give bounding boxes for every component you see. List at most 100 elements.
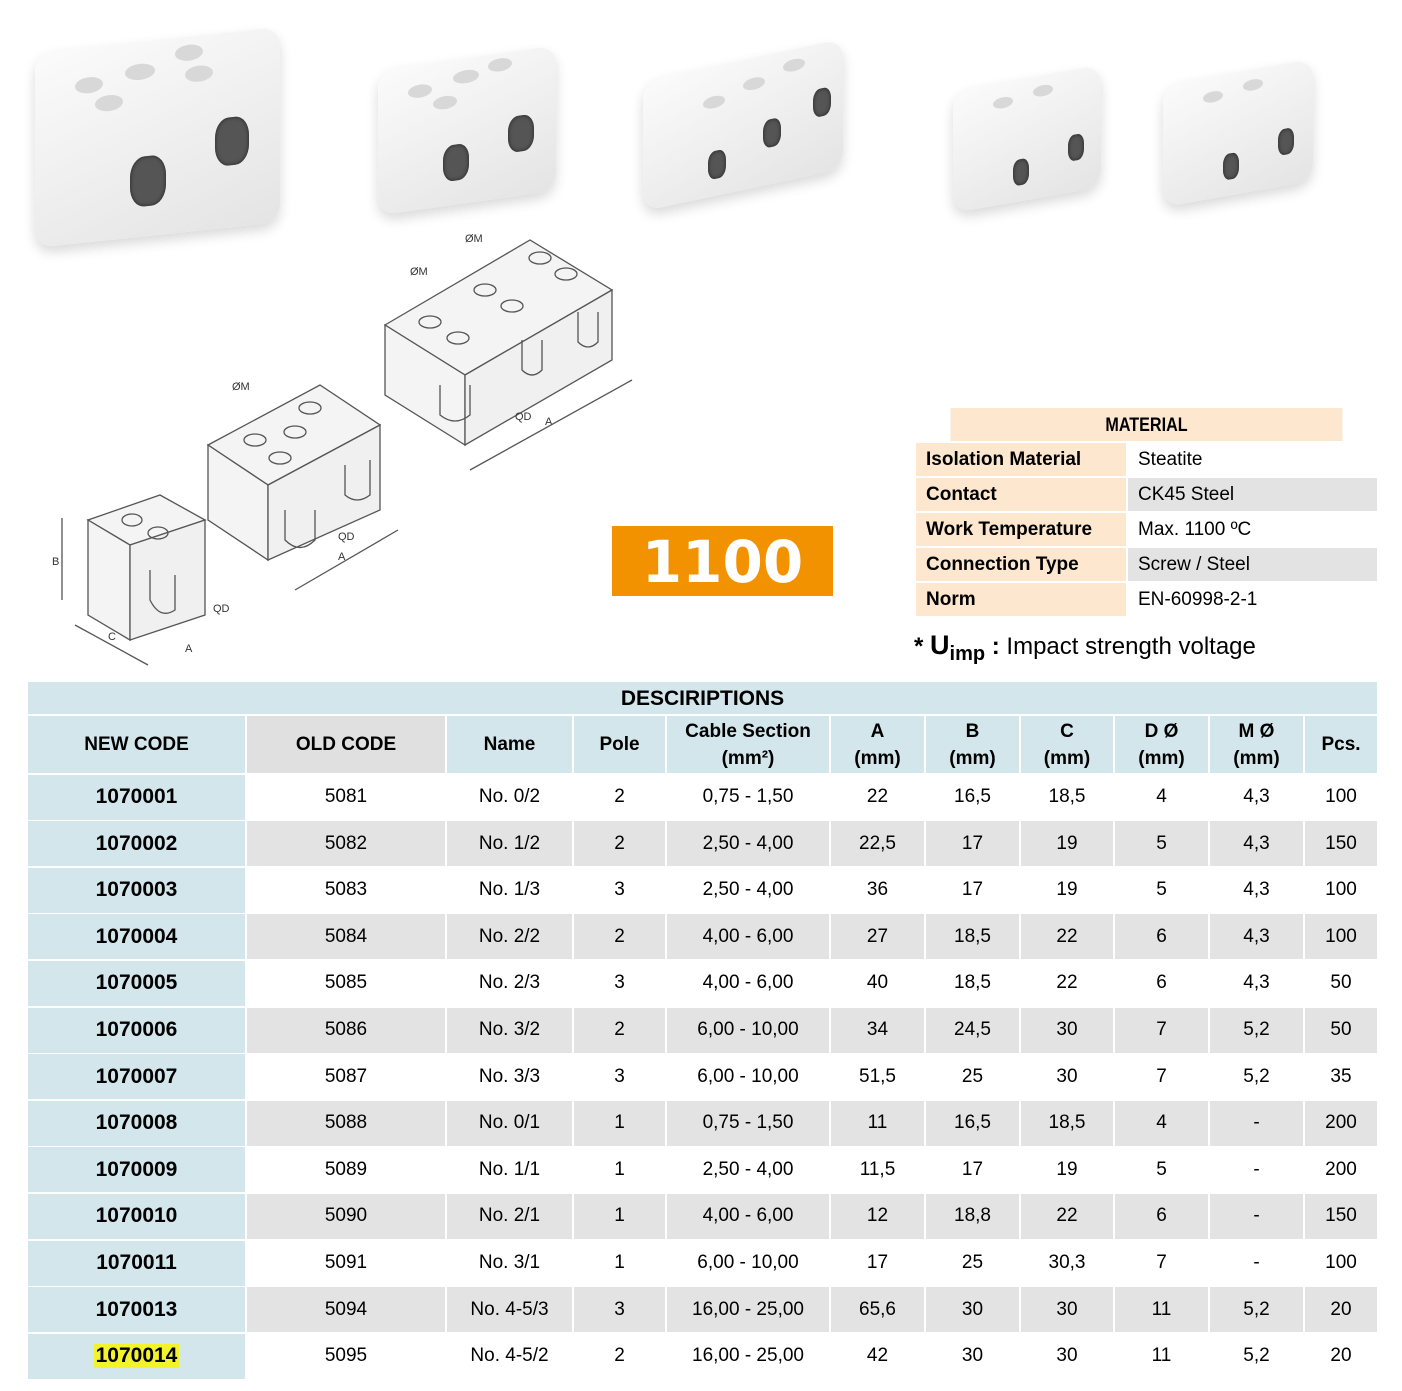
table-cell: 5083 (247, 868, 445, 913)
table-cell: 5 (1115, 868, 1208, 913)
drawing-1-pole: B C A QD (52, 494, 230, 666)
cell-text: 5,2 (1243, 1065, 1270, 1087)
table-row: 1070003 5083 No. 1/3 3 2,50 - 4,00 36 17 19 5 4,3… (28, 867, 1377, 913)
table-cell: 50 (1305, 1007, 1377, 1053)
dim-label-a: A (545, 416, 553, 428)
cell-text: 1 (614, 1205, 625, 1227)
table-cell: 5 (1115, 1147, 1208, 1192)
cell-text: 5083 (324, 879, 368, 901)
table-cell: 30 (1021, 1007, 1113, 1053)
temperature-badge: 1100 °C (612, 526, 833, 668)
table-cell: 5095 (247, 1334, 445, 1379)
cell-text: 22 (866, 786, 889, 808)
table-cell: 22 (1021, 961, 1113, 1006)
table-cell: 5 (1115, 821, 1208, 867)
new-code-cell: 1070003 (28, 867, 245, 913)
table-cell: 4,3 (1210, 821, 1303, 867)
material-value: CK45 Steel (1128, 478, 1377, 511)
table-cell: 3 (574, 1287, 665, 1333)
table-row: 1070014 5095 No. 4-5/2 2 16,00 - 25,00 42 30 30… (28, 1333, 1377, 1379)
table-cell: 200 (1305, 1100, 1377, 1146)
table-cell: No. 2/2 (447, 914, 572, 960)
dim-label-m: ØM (410, 266, 428, 278)
cell-text: 1070010 (95, 1204, 178, 1228)
table-cell: 22 (831, 775, 924, 820)
table-cell: No. 3/2 (447, 1007, 572, 1053)
cell-text: 100 (1325, 1252, 1357, 1274)
new-code-cell: 1070009 (28, 1147, 245, 1193)
table-cell: 11 (831, 1100, 924, 1146)
cell-text: 16,00 - 25,00 (692, 1345, 804, 1367)
table-cell: 100 (1305, 775, 1377, 820)
material-row: Work Temperature Max. 1100 ºC (916, 513, 1377, 546)
cell-text: 5,2 (1243, 1298, 1270, 1320)
table-cell: 4,00 - 6,00 (667, 914, 829, 960)
cell-text: No. 4-5/3 (470, 1298, 549, 1320)
dim-label-b: B (52, 556, 59, 568)
cell-text: 5087 (324, 1065, 368, 1087)
table-cell: 4,3 (1210, 868, 1303, 913)
cell-text: 34 (866, 1019, 889, 1041)
cell-text: 7 (1156, 1065, 1167, 1087)
material-value: Screw / Steel (1128, 548, 1377, 581)
table-cell: 22,5 (831, 821, 924, 867)
cell-text: 25 (961, 1252, 984, 1274)
cell-text: 200 (1325, 1158, 1357, 1180)
material-value: EN-60998-2-1 (1138, 589, 1258, 610)
cell-text: No. 2/2 (478, 925, 541, 947)
column-header: B (mm) (926, 716, 1019, 773)
cell-text: 5085 (324, 972, 368, 994)
table-cell: 5,2 (1210, 1287, 1303, 1333)
dim-label-a: A (338, 551, 346, 563)
new-code-cell: 1070005 (28, 960, 245, 1006)
cell-text: 35 (1330, 1065, 1352, 1087)
cell-text: 30 (1056, 1345, 1078, 1367)
table-cell: 19 (1021, 1147, 1113, 1192)
cell-text: 5086 (324, 1019, 368, 1041)
table-row: 1070008 5088 No. 0/1 1 0,75 - 1,50 11 16,5 18,5… (28, 1100, 1377, 1146)
cell-text: 5090 (324, 1205, 368, 1227)
dim-label-qd: QD (515, 411, 532, 423)
new-code-cell: 1070006 (28, 1007, 245, 1053)
cell-text: 1070002 (95, 831, 178, 855)
table-cell: 7 (1115, 1007, 1208, 1053)
cell-text: 100 (1325, 786, 1357, 808)
cell-text: 22 (1056, 925, 1078, 947)
cell-text: 17 (961, 879, 984, 901)
note-u: U (930, 630, 950, 660)
cell-text: 30 (961, 1298, 984, 1320)
table-cell: 6 (1115, 1193, 1208, 1239)
cell-text: 2 (614, 786, 625, 808)
cell-text: 20 (1330, 1298, 1352, 1320)
table-cell: 150 (1305, 821, 1377, 867)
dim-label-m: ØM (465, 233, 483, 245)
note-sub: imp (949, 643, 986, 665)
cell-text: 1 (614, 1158, 625, 1180)
table-cell: 5087 (247, 1054, 445, 1099)
table-cell: No. 0/1 (447, 1100, 572, 1146)
table-cell: 5086 (247, 1007, 445, 1053)
table-cell: No. 3/3 (447, 1054, 572, 1099)
cell-text: 4,3 (1243, 786, 1270, 808)
cell-text: 1070008 (95, 1111, 178, 1135)
cell-text: 25 (961, 1065, 984, 1087)
cell-text: 4 (1156, 1112, 1167, 1134)
table-cell: 2 (574, 1334, 665, 1379)
drawing-2-pole: ØM QD A (206, 381, 399, 591)
column-header: C (mm) (1021, 716, 1113, 773)
table-cell: No. 1/1 (447, 1147, 572, 1192)
cell-text: 22 (1056, 1205, 1078, 1227)
cell-text: 6 (1156, 925, 1167, 947)
table-cell: 17 (926, 868, 1019, 913)
cell-text: 5082 (324, 832, 368, 854)
table-cell: 150 (1305, 1193, 1377, 1239)
terminal-block-photo (953, 64, 1101, 214)
cell-text: 3 (614, 972, 625, 994)
cell-text: 7 (1156, 1252, 1167, 1274)
table-cell: 19 (1021, 821, 1113, 867)
table-cell: 5089 (247, 1147, 445, 1192)
table-cell: 40 (831, 961, 924, 1006)
table-cell: 27 (831, 914, 924, 960)
table-cell: 2 (574, 821, 665, 867)
table-cell: 1 (574, 1241, 665, 1286)
